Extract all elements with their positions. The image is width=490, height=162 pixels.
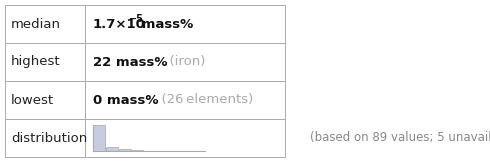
Text: lowest: lowest	[11, 93, 54, 106]
Text: highest: highest	[11, 56, 61, 69]
Text: 0 mass%: 0 mass%	[93, 93, 158, 106]
Text: 22 mass%: 22 mass%	[93, 56, 168, 69]
Text: mass%: mass%	[137, 17, 193, 30]
Text: −5: −5	[129, 14, 144, 24]
Text: 1.7×10: 1.7×10	[93, 17, 146, 30]
Text: (26 elements): (26 elements)	[153, 93, 253, 106]
Bar	[119, 149, 131, 151]
Text: (iron): (iron)	[161, 56, 205, 69]
Text: (based on 89 values; 5 unavailable): (based on 89 values; 5 unavailable)	[310, 132, 490, 145]
Text: median: median	[11, 17, 61, 30]
Bar	[93, 125, 105, 151]
Bar	[144, 150, 156, 151]
Bar	[131, 150, 144, 151]
Text: distribution: distribution	[11, 132, 87, 145]
Bar	[182, 150, 195, 151]
Bar	[157, 150, 169, 151]
Bar	[106, 147, 118, 151]
